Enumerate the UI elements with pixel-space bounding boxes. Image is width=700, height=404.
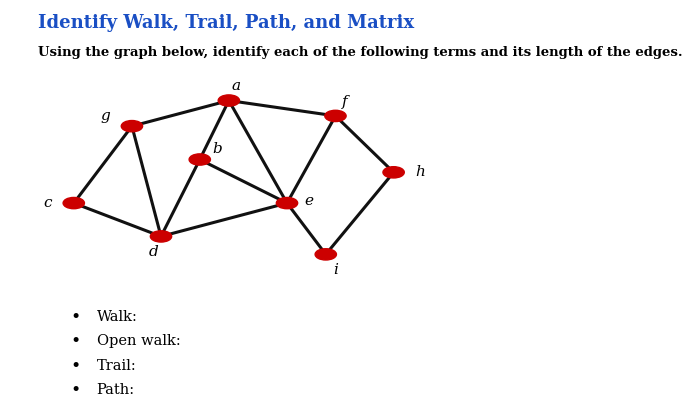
- Text: e: e: [304, 194, 314, 208]
- Text: d: d: [149, 245, 159, 259]
- Text: •: •: [70, 332, 80, 350]
- Text: g: g: [100, 109, 110, 123]
- Circle shape: [121, 120, 143, 132]
- Text: Trail:: Trail:: [97, 359, 136, 372]
- Text: Walk:: Walk:: [97, 310, 137, 324]
- Text: •: •: [70, 308, 80, 326]
- Circle shape: [276, 198, 298, 209]
- Text: c: c: [43, 196, 51, 210]
- Text: •: •: [70, 357, 80, 375]
- Text: b: b: [212, 142, 222, 156]
- Circle shape: [218, 95, 239, 106]
- Text: h: h: [415, 165, 425, 179]
- Text: a: a: [232, 80, 241, 93]
- Text: Using the graph below, identify each of the following terms and its length of th: Using the graph below, identify each of …: [38, 46, 683, 59]
- Text: i: i: [333, 263, 338, 277]
- Circle shape: [189, 154, 211, 165]
- Circle shape: [150, 231, 172, 242]
- Text: f: f: [342, 95, 348, 109]
- Circle shape: [315, 249, 337, 260]
- Text: Identify Walk, Trail, Path, and Matrix: Identify Walk, Trail, Path, and Matrix: [38, 14, 414, 32]
- Text: Open walk:: Open walk:: [97, 335, 181, 348]
- Circle shape: [325, 110, 346, 122]
- Circle shape: [63, 198, 85, 209]
- Circle shape: [383, 167, 405, 178]
- Text: Path:: Path:: [97, 383, 134, 397]
- Text: •: •: [70, 381, 80, 399]
